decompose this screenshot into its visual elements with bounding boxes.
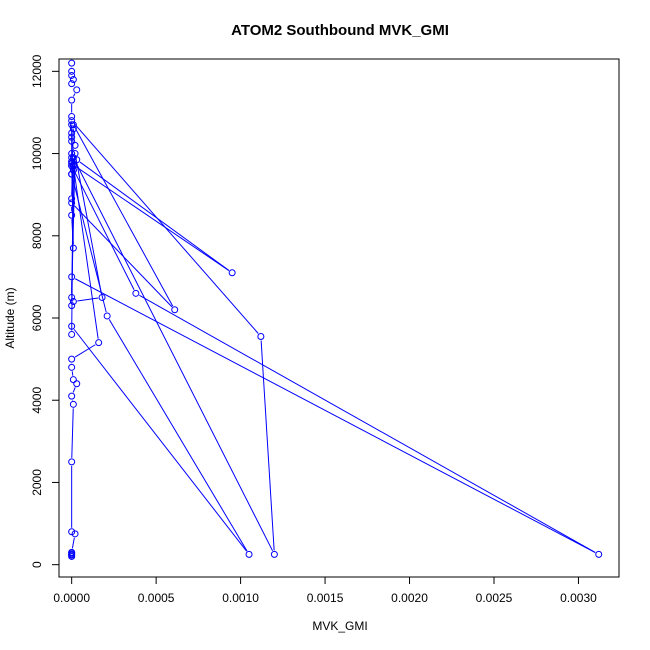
series-line-segment [74,278,596,553]
data-point [68,96,76,104]
data-point [69,125,77,133]
y-tick-label: 8000 [30,222,44,249]
series-line-segment [71,169,74,331]
data-point [68,129,76,137]
x-tick-label: 0.0025 [476,591,513,605]
data-point [68,133,76,141]
series-line-segment [79,161,230,271]
data-point [595,550,603,558]
data-point [68,137,76,145]
data-point [68,195,76,203]
data-point [68,392,76,400]
data-point [68,322,76,330]
x-tick-label: 0.0000 [53,591,90,605]
series-line-segment [71,371,74,376]
data-point [68,302,76,310]
y-tick-label: 4000 [30,387,44,414]
series-line-segment [72,93,76,97]
data-point [68,330,76,338]
data-point [95,339,103,347]
data-point [270,550,278,558]
series-line-segment [73,123,259,334]
x-tick-label: 0.0020 [391,591,428,605]
data-point [68,67,76,75]
series-line-segment [77,297,99,302]
y-tick-label: 12000 [30,54,44,88]
data-point [68,80,76,88]
data-point [68,549,76,557]
series-line-segment [74,165,230,271]
data-point [68,355,76,363]
series-line-segment [71,537,75,549]
data-point [68,273,76,281]
series-line-segment [73,169,99,339]
data-point [68,158,76,166]
data-point [71,150,79,158]
x-tick-label: 0.0030 [560,591,597,605]
data-point [69,166,77,174]
y-tick-label: 0 [30,561,44,568]
x-tick-label: 0.0010 [222,591,259,605]
data-point [69,376,77,384]
series-line-segment [260,340,275,551]
data-point [68,363,76,371]
data-point [69,244,77,252]
data-point [68,170,76,178]
y-tick-label: 10000 [30,137,44,171]
series-line-segment [75,157,102,294]
data-point [68,199,76,207]
data-point [68,113,76,121]
data-point [98,293,106,301]
data-point [68,59,76,67]
x-axis: 0.0000 0.0005 0.0010 0.0015 0.0020 0.0025 0.00… [53,576,597,605]
y-axis-label: Altitude (m) [3,287,17,348]
data-point [257,333,265,340]
data-point [69,298,77,306]
series-line-segment [74,128,174,307]
data-point [68,458,76,466]
x-axis-label: MVK_GMI [312,619,367,633]
data-point [132,289,140,297]
series-line-segment [108,319,248,552]
y-tick-label: 2000 [30,469,44,496]
data-point [73,380,81,388]
x-tick-label: 0.0005 [138,591,175,605]
data-point [69,162,77,170]
plot-frame [58,58,620,578]
series-line-segment [73,169,135,290]
data-point [68,71,76,79]
series-line-segment [73,329,247,552]
data-point [68,160,76,168]
data-point [71,141,79,149]
data-point [68,117,76,125]
data-point [228,269,236,277]
data-point [68,551,76,559]
data-point [68,150,76,158]
data-point [68,528,76,536]
data-point [171,306,179,314]
data-point [69,400,77,408]
series-line-segment [74,205,173,308]
series-line-segment [139,294,596,553]
y-axis: 0 2000 4000 6000 8000 10000 12000 [30,54,60,568]
data-point [69,154,77,162]
series-line-segment [71,408,74,458]
data-point [69,121,77,129]
data-point [69,76,77,84]
chart-title: ATOM2 Southbound MVK_GMI [231,22,449,39]
data-point [68,211,76,219]
series-line-segment [72,387,76,393]
data-point [103,312,111,320]
data-point [68,293,76,301]
series-line-segment [74,161,274,552]
data-point [245,550,253,558]
plot-area [68,59,603,560]
y-tick-label: 6000 [30,304,44,331]
x-tick-label: 0.0015 [307,591,344,605]
data-point [71,530,79,538]
series-line-segment [74,344,96,358]
data-point [73,86,81,94]
